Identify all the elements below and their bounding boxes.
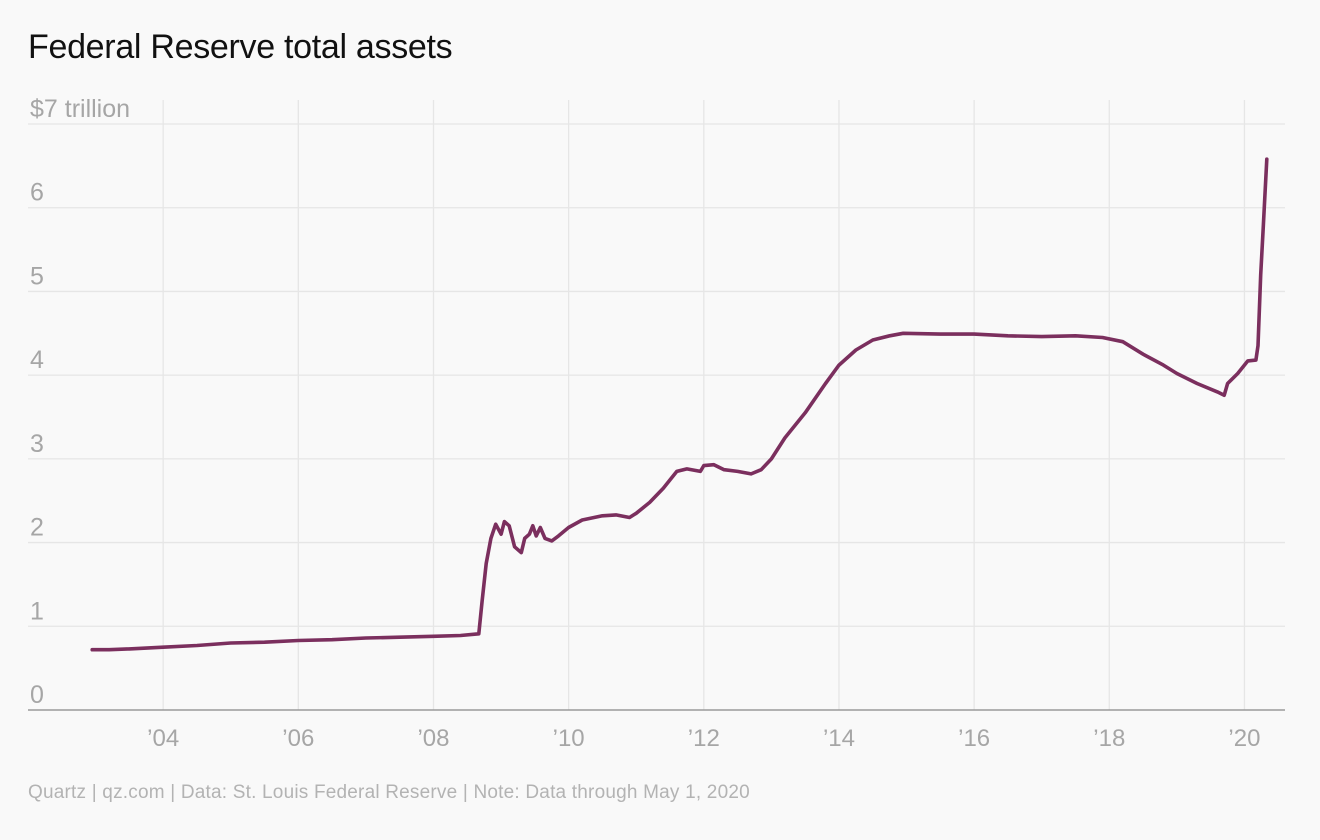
x-tick-label: ’16 bbox=[958, 725, 990, 752]
y-tick-label: 0 bbox=[30, 681, 44, 709]
y-tick-label: 1 bbox=[30, 597, 44, 625]
chart-title: Federal Reserve total assets bbox=[28, 28, 453, 66]
chart-series bbox=[90, 157, 1269, 652]
y-axis-tick-labels: 0 1 2 3 4 5 6 $7 trillion bbox=[30, 95, 130, 709]
y-tick-label: 4 bbox=[30, 346, 44, 374]
x-tick-label: ’06 bbox=[282, 725, 314, 752]
y-tick-label: 5 bbox=[30, 262, 44, 290]
y-tick-label: 2 bbox=[30, 514, 44, 542]
chart-gridlines bbox=[28, 100, 1285, 710]
series-line-total-assets bbox=[90, 157, 1269, 652]
x-tick-label: ’14 bbox=[823, 725, 855, 752]
source-note: Quartz | qz.com | Data: St. Louis Federa… bbox=[28, 782, 750, 803]
y-tick-label: $7 trillion bbox=[30, 95, 130, 123]
x-tick-label: ’12 bbox=[688, 725, 720, 752]
x-tick-label: ’20 bbox=[1228, 725, 1260, 752]
x-tick-label: ’10 bbox=[553, 725, 585, 752]
x-tick-label: ’18 bbox=[1093, 725, 1125, 752]
x-axis-tick-labels: ’04 ’06 ’08 ’10 ’12 ’14 ’16 ’18 ’20 bbox=[147, 725, 1260, 752]
y-tick-label: 3 bbox=[30, 430, 44, 458]
x-tick-label: ’04 bbox=[147, 725, 179, 752]
y-tick-label: 6 bbox=[30, 179, 44, 207]
x-tick-label: ’08 bbox=[417, 725, 449, 752]
